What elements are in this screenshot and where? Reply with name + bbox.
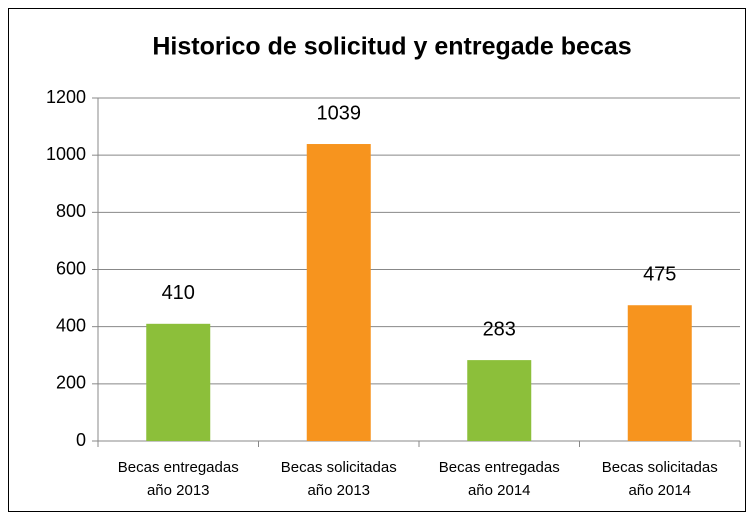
y-tick-label: 0 bbox=[76, 430, 86, 450]
y-tick-label: 1000 bbox=[46, 144, 86, 164]
bar bbox=[467, 360, 532, 441]
bar bbox=[627, 305, 692, 441]
chart-border bbox=[8, 8, 746, 512]
x-tick-label: Becas solicitadas bbox=[602, 459, 718, 476]
y-tick-label: 200 bbox=[56, 373, 86, 393]
value-label: 475 bbox=[643, 264, 676, 286]
value-label: 410 bbox=[162, 282, 195, 304]
y-tick-label: 400 bbox=[56, 315, 86, 335]
x-tick-label: año 2014 bbox=[468, 482, 531, 499]
x-tick-label: Becas entregadas bbox=[439, 459, 560, 476]
chart-title: Historico de solicitud y entregade becas bbox=[152, 33, 631, 61]
value-label: 283 bbox=[483, 318, 516, 340]
x-tick-label: año 2014 bbox=[628, 482, 691, 499]
bar bbox=[306, 144, 371, 441]
y-tick-label: 800 bbox=[56, 201, 86, 221]
x-tick-label: año 2013 bbox=[307, 482, 370, 499]
value-label: 1039 bbox=[317, 102, 362, 124]
y-tick-label: 1200 bbox=[46, 87, 86, 107]
bar bbox=[146, 323, 211, 441]
x-tick-label: Becas solicitadas bbox=[281, 459, 397, 476]
x-tick-label: Becas entregadas bbox=[118, 459, 239, 476]
y-tick-label: 600 bbox=[56, 258, 86, 278]
x-tick-label: año 2013 bbox=[147, 482, 210, 499]
